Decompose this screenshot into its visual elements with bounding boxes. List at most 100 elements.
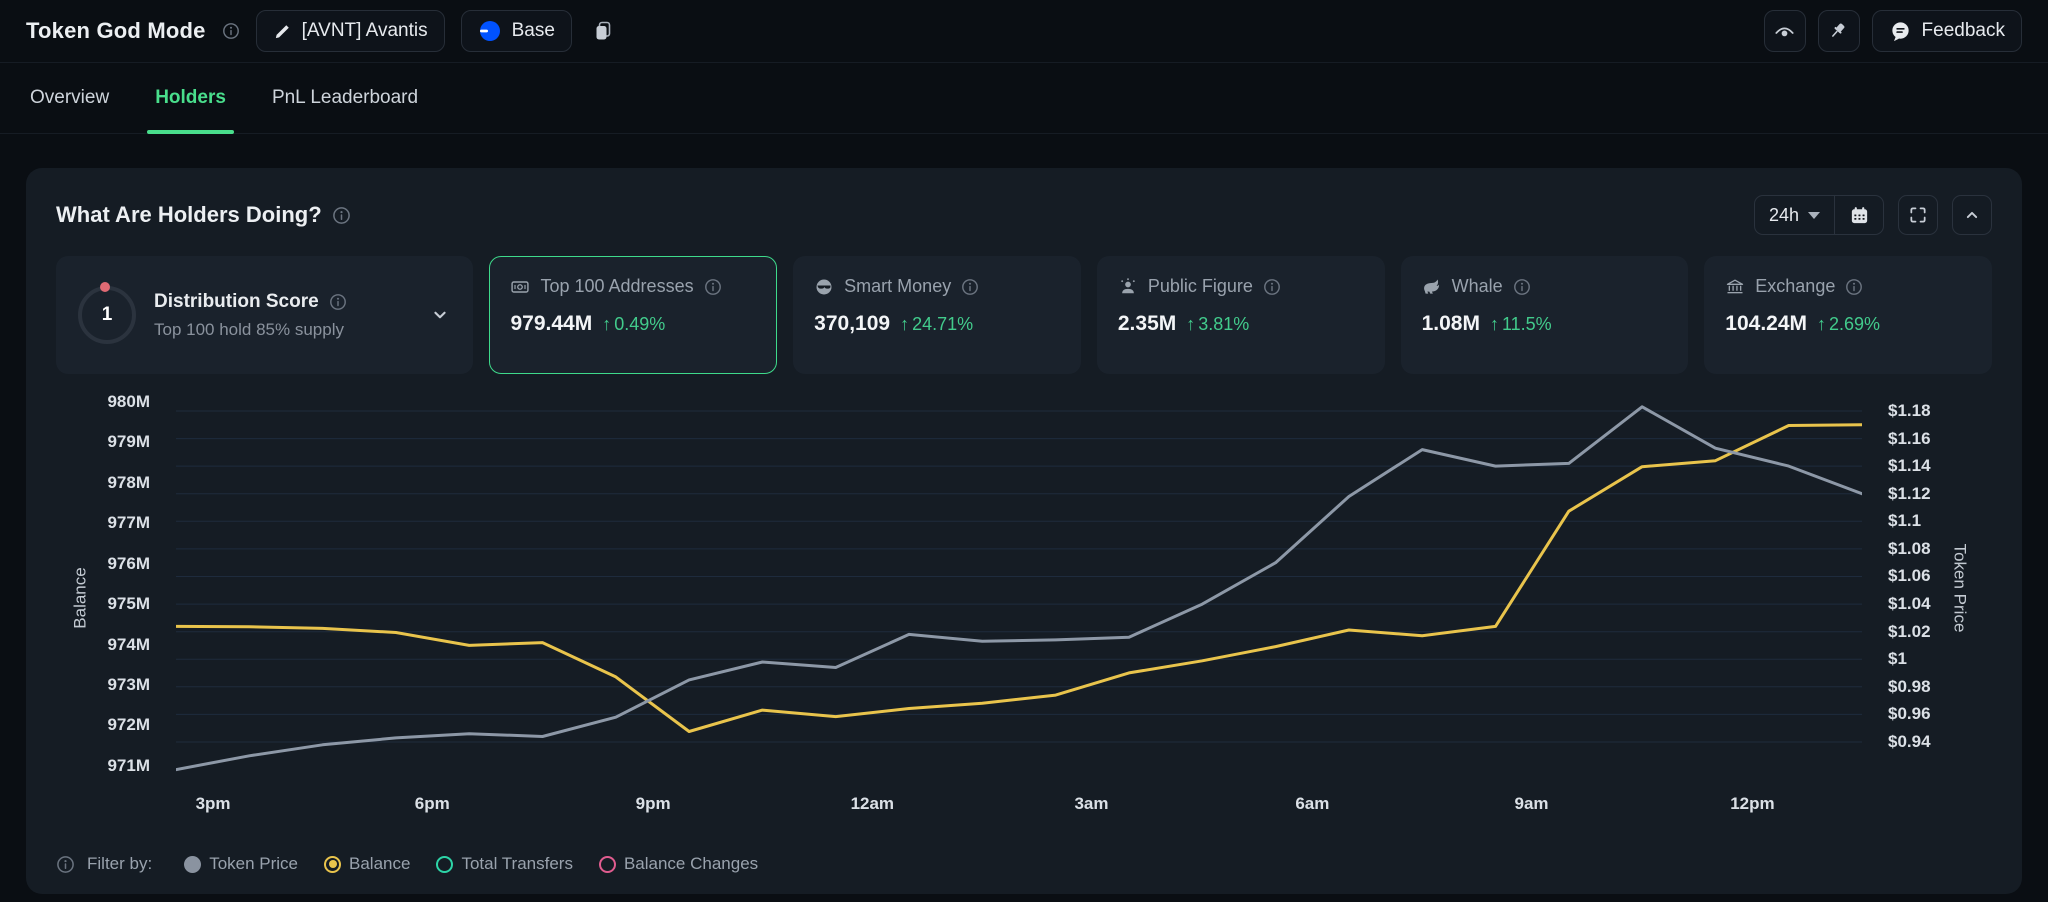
tab-overview[interactable]: Overview [30,87,110,108]
info-icon[interactable] [1513,278,1531,296]
stat-card-whale[interactable]: Whale 1.08M ↑ 11.5% [1400,256,1689,374]
balance-axis-tick: 971M [107,756,150,775]
info-icon[interactable] [961,278,979,296]
price-axis-tick: $1.02 [1888,622,1931,641]
stat-value-row: 370,109 ↑ 24.71% [814,312,1060,336]
info-icon[interactable] [222,22,240,40]
distribution-score-value: 1 [101,304,113,325]
distribution-score-label: Distribution Score [154,290,319,312]
info-icon[interactable] [1845,278,1863,296]
panel-title: What Are Holders Doing? [56,202,322,227]
fullscreen-button[interactable] [1898,195,1938,235]
divider [1834,196,1835,234]
chain-select-button[interactable]: Base [460,10,572,52]
token-select-button[interactable]: [AVNT] Avantis [255,10,445,52]
chart-plot-area[interactable] [176,398,1862,778]
time-axis-tick: 6pm [414,794,450,813]
distribution-score-gauge: 1 [78,282,136,344]
eye-icon [1773,20,1796,43]
info-icon[interactable] [329,293,347,311]
stat-card-smart-money[interactable]: Smart Money 370,109 ↑ 24.71% [793,256,1081,374]
panel-header: What Are Holders Doing? 24h [56,194,1992,236]
pin-button[interactable] [1817,10,1860,52]
holders-panel: What Are Holders Doing? 24h [26,168,2022,894]
filter-option-label: Balance [349,854,411,873]
copy-icon[interactable] [592,20,614,42]
filter-option-token-price[interactable]: Token Price [184,854,298,874]
filter-option-balance-changes[interactable]: Balance Changes [598,854,759,874]
token-name: [AVNT] Avantis [301,20,428,41]
time-axis-tick: 12am [850,794,895,813]
stat-card-top-100-addresses[interactable]: Top 100 Addresses 979.44M ↑ 0.49% [489,256,778,374]
stat-value-row: 979.44M ↑ 0.49% [510,312,756,336]
price-axis-tick: $0.98 [1888,677,1931,696]
stat-change-value: 0.49% [614,314,666,334]
stat-label: Exchange [1755,276,1836,296]
gauge-marker-dot [100,282,110,292]
radio-icon [184,855,202,873]
radio-icon [324,855,342,873]
filter-option-label: Balance Changes [623,854,759,873]
feedback-button[interactable]: Feedback [1871,10,2022,52]
stat-value: 979.44M [510,312,593,335]
feedback-label: Feedback [1921,20,2005,41]
holders-chart: Balance Token Price 980M 979M 978M 977M 976M… [56,392,1992,822]
top-bar: Token God Mode [AVNT] Avantis Base [0,0,2048,62]
chevron-down-icon[interactable] [429,304,451,326]
stat-card-exchange[interactable]: Exchange 104.24M ↑ 2.69% [1704,256,1992,374]
info-icon[interactable] [332,206,351,225]
info-icon[interactable] [704,278,722,296]
price-axis-tick: $0.96 [1888,704,1931,723]
right-axis-ticks: $1.18 $1.16 $1.14 $1.12 $1.1 $1.08 $1.06 $1.04 $… [1874,398,1958,778]
stat-card-header: Top 100 Addresses [510,276,756,297]
stat-card-header: Whale [1422,276,1668,297]
calendar-button[interactable] [1835,196,1883,234]
time-axis-tick: 3am [1074,794,1109,813]
timeframe-dropdown[interactable]: 24h [1755,205,1834,226]
public-figure-icon [1118,277,1138,297]
money-icon [510,277,530,297]
watch-button[interactable] [1763,10,1806,52]
filter-option-label: Token Price [209,854,299,873]
time-axis-tick: 3pm [195,794,231,813]
info-icon[interactable] [56,855,75,874]
up-arrow-icon: ↑ [900,314,910,334]
stat-value-row: 1.08M ↑ 11.5% [1422,312,1668,336]
price-axis-tick: $1.18 [1888,401,1931,420]
stat-value: 104.24M [1725,312,1808,335]
time-axis-tick: 6am [1295,794,1330,813]
stat-value-row: 2.35M ↑ 3.81% [1118,312,1364,336]
chevron-down-icon [1808,211,1820,219]
filter-option-balance[interactable]: Balance [324,854,410,874]
distribution-score-subtitle: Top 100 hold 85% supply [154,319,344,339]
stat-change: ↑ 11.5% [1490,314,1552,335]
info-icon[interactable] [1263,278,1281,296]
stat-change-value: 24.71% [912,314,974,334]
stat-change-value: 2.69% [1829,314,1881,334]
chat-bubble-icon [1889,20,1912,43]
price-axis-tick: $1 [1888,649,1907,668]
collapse-button[interactable] [1952,195,1992,235]
price-axis-tick: $1.1 [1888,511,1922,530]
price-axis-tick: $1.16 [1888,429,1931,448]
balance-axis-tick: 975M [107,594,150,613]
stat-card-public-figure[interactable]: Public Figure 2.35M ↑ 3.81% [1096,256,1385,374]
base-chain-icon [478,19,502,43]
whale-icon [1422,277,1442,297]
stat-card-header: Exchange [1725,276,1971,297]
distribution-score-card[interactable]: 1 Distribution Score Top 100 hold 85% su… [56,256,474,374]
stat-label: Top 100 Addresses [540,276,694,296]
time-axis-tick: 9pm [635,794,671,813]
stat-value-row: 104.24M ↑ 2.69% [1725,312,1971,336]
stat-change-value: 11.5% [1501,314,1552,334]
tab-holders[interactable]: Holders [147,63,234,134]
price-axis-tick: $1.06 [1888,566,1931,585]
tab-pnl-leaderboard[interactable]: PnL Leaderboard [271,87,419,108]
stat-change: ↑ 24.71% [900,314,973,335]
price-axis-tick: $0.94 [1888,732,1931,751]
filter-option-total-transfers[interactable]: Total Transfers [436,854,573,874]
timeframe-value: 24h [1768,204,1799,225]
pencil-icon [273,22,292,41]
balance-axis-tick: 973M [107,675,150,694]
